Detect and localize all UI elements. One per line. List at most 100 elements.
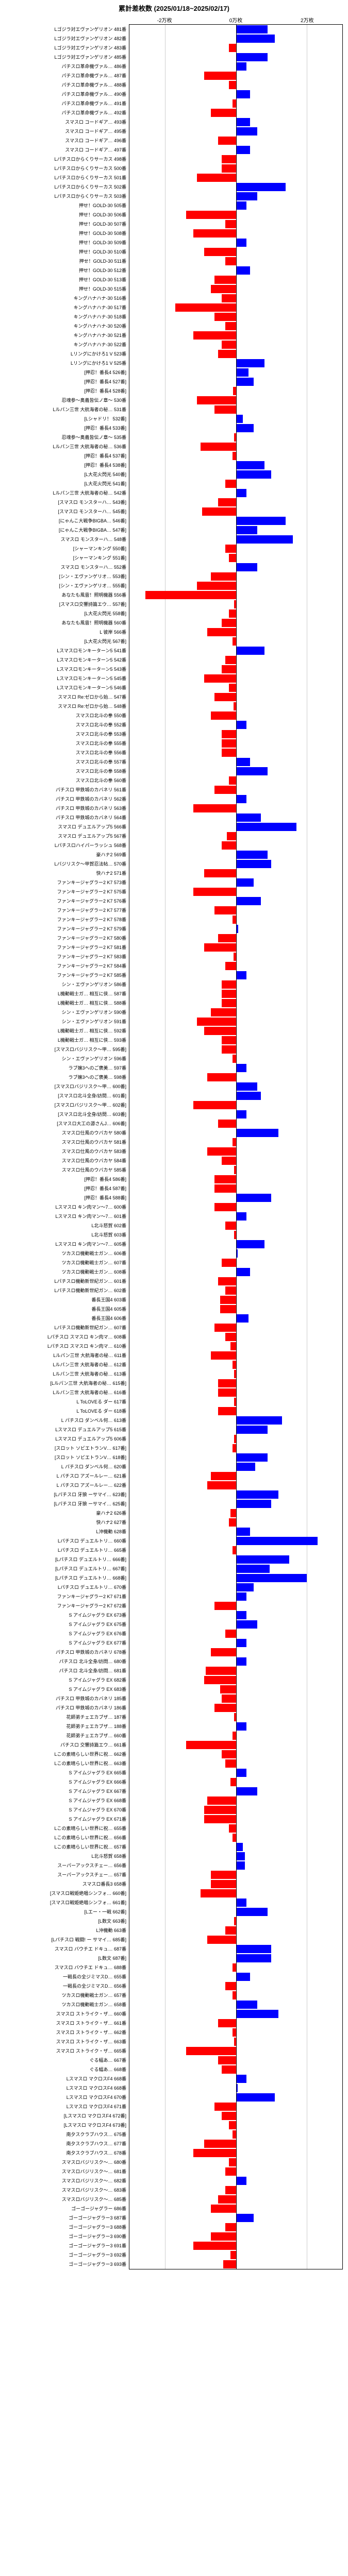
row-label: スマスロ番長3 658番 xyxy=(1,1879,129,1889)
row-label: ファンキージャグラー2 K7 580番 xyxy=(1,934,129,943)
row-label: S アイムジャグラ EX 668番 xyxy=(1,1796,129,1805)
row-label: スマスロ デュエルアップ5 566番 xyxy=(1,822,129,832)
row-label: パチスロ 北斗全身/訪問… 680番 xyxy=(1,1657,129,1666)
x-tick-label: -2万枚 xyxy=(157,16,172,24)
bar xyxy=(236,1092,261,1100)
bar xyxy=(201,443,236,451)
bar xyxy=(236,758,251,766)
bar xyxy=(211,1472,236,1480)
row-label: キングハナハナ-30 516番 xyxy=(1,294,129,303)
row-label: ファンキージャグラー2 K7 573番 xyxy=(1,878,129,887)
bar xyxy=(233,452,236,460)
bar xyxy=(236,1843,243,1851)
bar xyxy=(233,1732,236,1740)
bar xyxy=(236,192,257,200)
bar xyxy=(236,1110,247,1118)
row-label: Lスマスロ デュエルアップ5 606番 xyxy=(1,1434,129,1444)
bar xyxy=(236,1463,256,1471)
row-label: ラブ嬢3へのご褒美… 598番 xyxy=(1,1073,129,1082)
row-label: Lルパン三世 大航海者の秘… 612番 xyxy=(1,1360,129,1369)
row-label: ファンキージャグラー2 K7 578番 xyxy=(1,915,129,924)
row-label: パチスロ革命機ヴァル… 492番 xyxy=(1,108,129,117)
bar xyxy=(197,582,236,590)
row-label: スマスロ バウチエ ドキュ… 687番 xyxy=(1,1944,129,1954)
row-label: パチスロ 交響詩篇エウ… 661番 xyxy=(1,1740,129,1750)
row-label: スマスロ仕風のウバカヤ 581番 xyxy=(1,1138,129,1147)
row-label: ゴーゴージャグラー 686番 xyxy=(1,2204,129,2213)
row-label: ファンキージャグラー2 K7 576番 xyxy=(1,896,129,906)
row-label: [にゃんこ大戦争BIGBA… 546番] xyxy=(1,516,129,526)
row-label: S アイムジャグラ EX 675番 xyxy=(1,1620,129,1629)
row-label: スマスロ ストライク・ザ… 665番 xyxy=(1,2046,129,2056)
row-label: 押せ！GOLD-30 510番 xyxy=(1,247,129,257)
row-label: [スマスロバジリスク〜甲… 595番] xyxy=(1,1045,129,1054)
row-label: S アイムジャグラ EX 667番 xyxy=(1,1787,129,1796)
row-label: [スロット ソビエトランV… 617番] xyxy=(1,1444,129,1453)
bar xyxy=(214,693,236,701)
row-label: キングハナハナ-30 518番 xyxy=(1,312,129,321)
row-label: スマスロ バウチエ ドキュ… 688番 xyxy=(1,1963,129,1972)
row-label: 押せ！GOLD-30 509番 xyxy=(1,238,129,247)
row-label: パチスロ 北斗全身/訪問… 681番 xyxy=(1,1666,129,1675)
bar xyxy=(222,990,236,998)
bar xyxy=(236,53,268,61)
row-label: L機動戦士ガ… 相互に侠… 588番 xyxy=(1,998,129,1008)
bar xyxy=(204,1806,236,1814)
row-label: Lスマスロ キン肉マン〜7… 601番 xyxy=(1,1212,129,1221)
bar xyxy=(193,229,236,238)
bar xyxy=(236,183,286,191)
bar xyxy=(222,619,236,627)
bar xyxy=(236,526,257,534)
row-label: L 彼岸 566番 xyxy=(1,628,129,637)
bar xyxy=(204,1027,236,1035)
bar xyxy=(236,1769,247,1777)
bar xyxy=(197,396,236,404)
row-label: スーパーアックスチェー… 657番 xyxy=(1,1870,129,1879)
bar xyxy=(211,285,236,293)
row-label: キングハナハナ-30 522番 xyxy=(1,340,129,349)
bar xyxy=(186,2047,236,2055)
bar xyxy=(225,1926,236,1935)
row-label: シン・エヴァンゲリオン 596番 xyxy=(1,1054,129,1063)
bar xyxy=(236,1899,247,1907)
row-label: [Lルパン三世 大航海者の秘… 615番] xyxy=(1,1379,129,1388)
row-label: Lスマスロ デュエルアップ5 615番 xyxy=(1,1425,129,1434)
row-label: [スマスロ北斗全身/訪問… 603番] xyxy=(1,1110,129,1119)
bar xyxy=(236,1565,270,1573)
row-label: スマスロ北斗の拳 555番 xyxy=(1,739,129,748)
row-label: パチスロ革命機ヴァル… 490番 xyxy=(1,90,129,99)
row-label: ファンキージャグラー2 K7 672番 xyxy=(1,1601,129,1611)
row-label: パチスロ 甲鉄城のカバネリ 563番 xyxy=(1,804,129,813)
row-label: スマスロ北斗の拳 553番 xyxy=(1,730,129,739)
row-label: 快ハナ2 627番 xyxy=(1,1518,129,1527)
bar xyxy=(236,563,257,571)
row-label: 花師弟チェエカブザ… 660番 xyxy=(1,1731,129,1740)
row-label: キングハナハナ-30 520番 xyxy=(1,321,129,331)
row-label: [押忍！番長4 537番] xyxy=(1,451,129,461)
bar xyxy=(236,897,261,905)
bar xyxy=(230,1778,236,1786)
bar xyxy=(214,1602,236,1610)
row-label: 押せ！GOLD-30 512番 xyxy=(1,266,129,275)
row-label: パチスロ 甲鉄城のカバネリ 561番 xyxy=(1,785,129,794)
bar xyxy=(218,137,236,145)
bar xyxy=(230,2251,236,2259)
bar xyxy=(229,1518,236,1527)
row-label: シン・エヴァンゲリオン 590番 xyxy=(1,1008,129,1017)
row-label: [スマスロバジリスク〜甲… 600番] xyxy=(1,1082,129,1091)
bar xyxy=(236,1268,251,1276)
row-label: L機動戦士ガ… 相互に侠… 593番 xyxy=(1,1036,129,1045)
row-label: あなたも風雲！照明機器 556番 xyxy=(1,590,129,600)
row-label: パチスロ 甲鉄城のカバネリ 678番 xyxy=(1,1648,129,1657)
bar xyxy=(229,554,236,562)
row-label: パチスロ革命機ヴァル… 487番 xyxy=(1,71,129,80)
bar xyxy=(225,1630,236,1638)
plot-area: Lゴジラ対エヴァンゲリオン 481番Lゴジラ対エヴァンゲリオン 482番Lゴジラ… xyxy=(129,24,343,2269)
row-label: 一戦長の全ジミマスD… 656番 xyxy=(1,1981,129,1991)
row-label: 花師弟チェエカブザ… 187番 xyxy=(1,1713,129,1722)
bar xyxy=(233,1991,236,1999)
bar xyxy=(236,1416,282,1425)
row-label: Lパチスロ スマスロ キン肉マ… 610番 xyxy=(1,1342,129,1351)
row-label: L機動戦士ガ… 相互に侠… 587番 xyxy=(1,989,129,998)
row-label: ファンキージャグラー2 K7 575番 xyxy=(1,887,129,896)
